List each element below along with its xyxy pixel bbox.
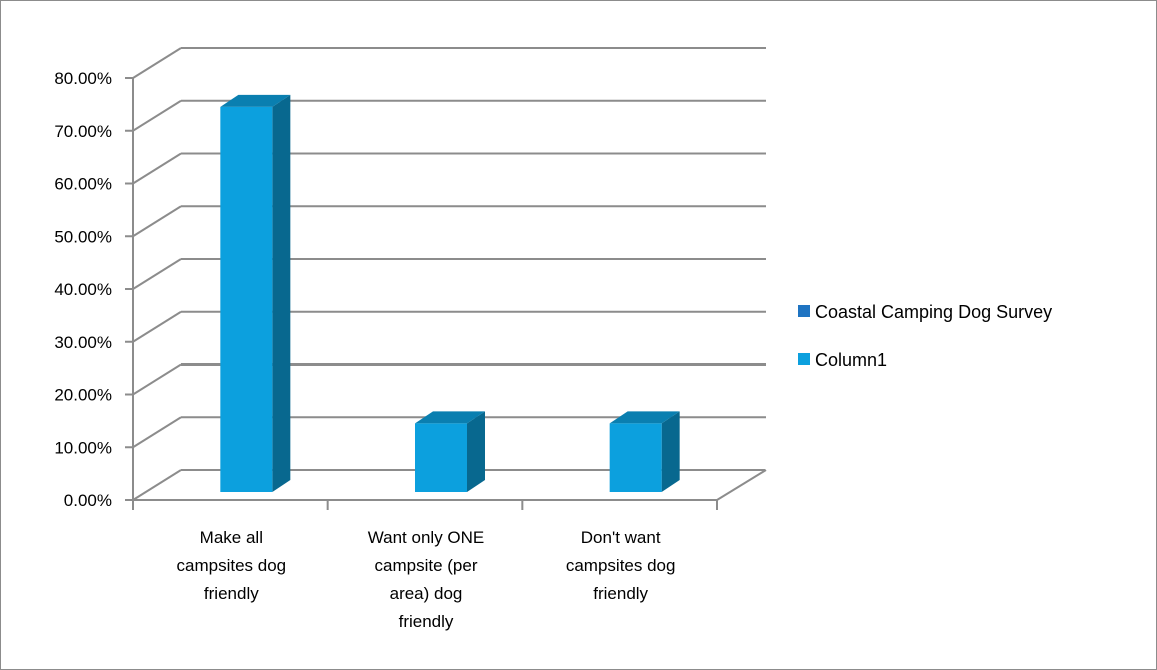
y-tick-label: 40.00% [54, 280, 112, 299]
bar-side [272, 94, 291, 493]
floor-right-edge [716, 469, 767, 501]
bar-front [609, 423, 662, 492]
bar-top [415, 411, 485, 424]
y-tick-label: 0.00% [64, 491, 112, 510]
x-axis-category-labels: Make all campsites dog friendly Want only O… [177, 528, 676, 631]
y-tick-label: 50.00% [54, 227, 112, 246]
gridline-diagonal [132, 469, 182, 501]
bar-front [415, 423, 467, 492]
legend-label: Coastal Camping Dog Survey [815, 302, 1052, 322]
gridline-diagonal [132, 99, 182, 132]
axes [125, 77, 767, 510]
bar-side [467, 411, 485, 492]
legend-swatch [798, 305, 810, 317]
gridline-diagonal [132, 152, 182, 185]
y-tick-label: 30.00% [54, 333, 112, 352]
x-category-label: Want only ONE campsite (per area) dog frien… [368, 528, 485, 631]
gridline-diagonal [132, 416, 182, 449]
x-category-label: Make all campsites dog friendly [177, 528, 287, 603]
gridline-diagonal [132, 47, 182, 79]
y-tick-label: 70.00% [54, 122, 112, 141]
bar [415, 411, 485, 492]
bars [220, 94, 680, 493]
bar [220, 94, 291, 493]
x-category-label: Don't want campsites dog friendly [566, 528, 676, 603]
y-tick-label: 20.00% [54, 386, 112, 405]
gridline-diagonal [132, 205, 182, 238]
y-axis-tick-labels: 0.00% 10.00% 20.00% 30.00% 40.00% 50.00% 60.00… [54, 69, 112, 510]
bar-front [220, 106, 273, 493]
gridline-diagonal [132, 258, 182, 290]
y-tick-label: 80.00% [54, 69, 112, 88]
legend-swatch [798, 353, 810, 365]
bar-side [661, 411, 680, 492]
y-tick-label: 60.00% [54, 175, 112, 194]
legend: Coastal Camping Dog Survey Column1 [798, 302, 1052, 370]
bar-top [220, 94, 291, 107]
gridline-diagonal [132, 363, 182, 396]
bar-top [609, 411, 680, 424]
gridline-diagonal [132, 310, 182, 343]
y-tick-label: 10.00% [54, 438, 112, 457]
legend-label: Column1 [815, 350, 887, 370]
bar [609, 411, 680, 492]
